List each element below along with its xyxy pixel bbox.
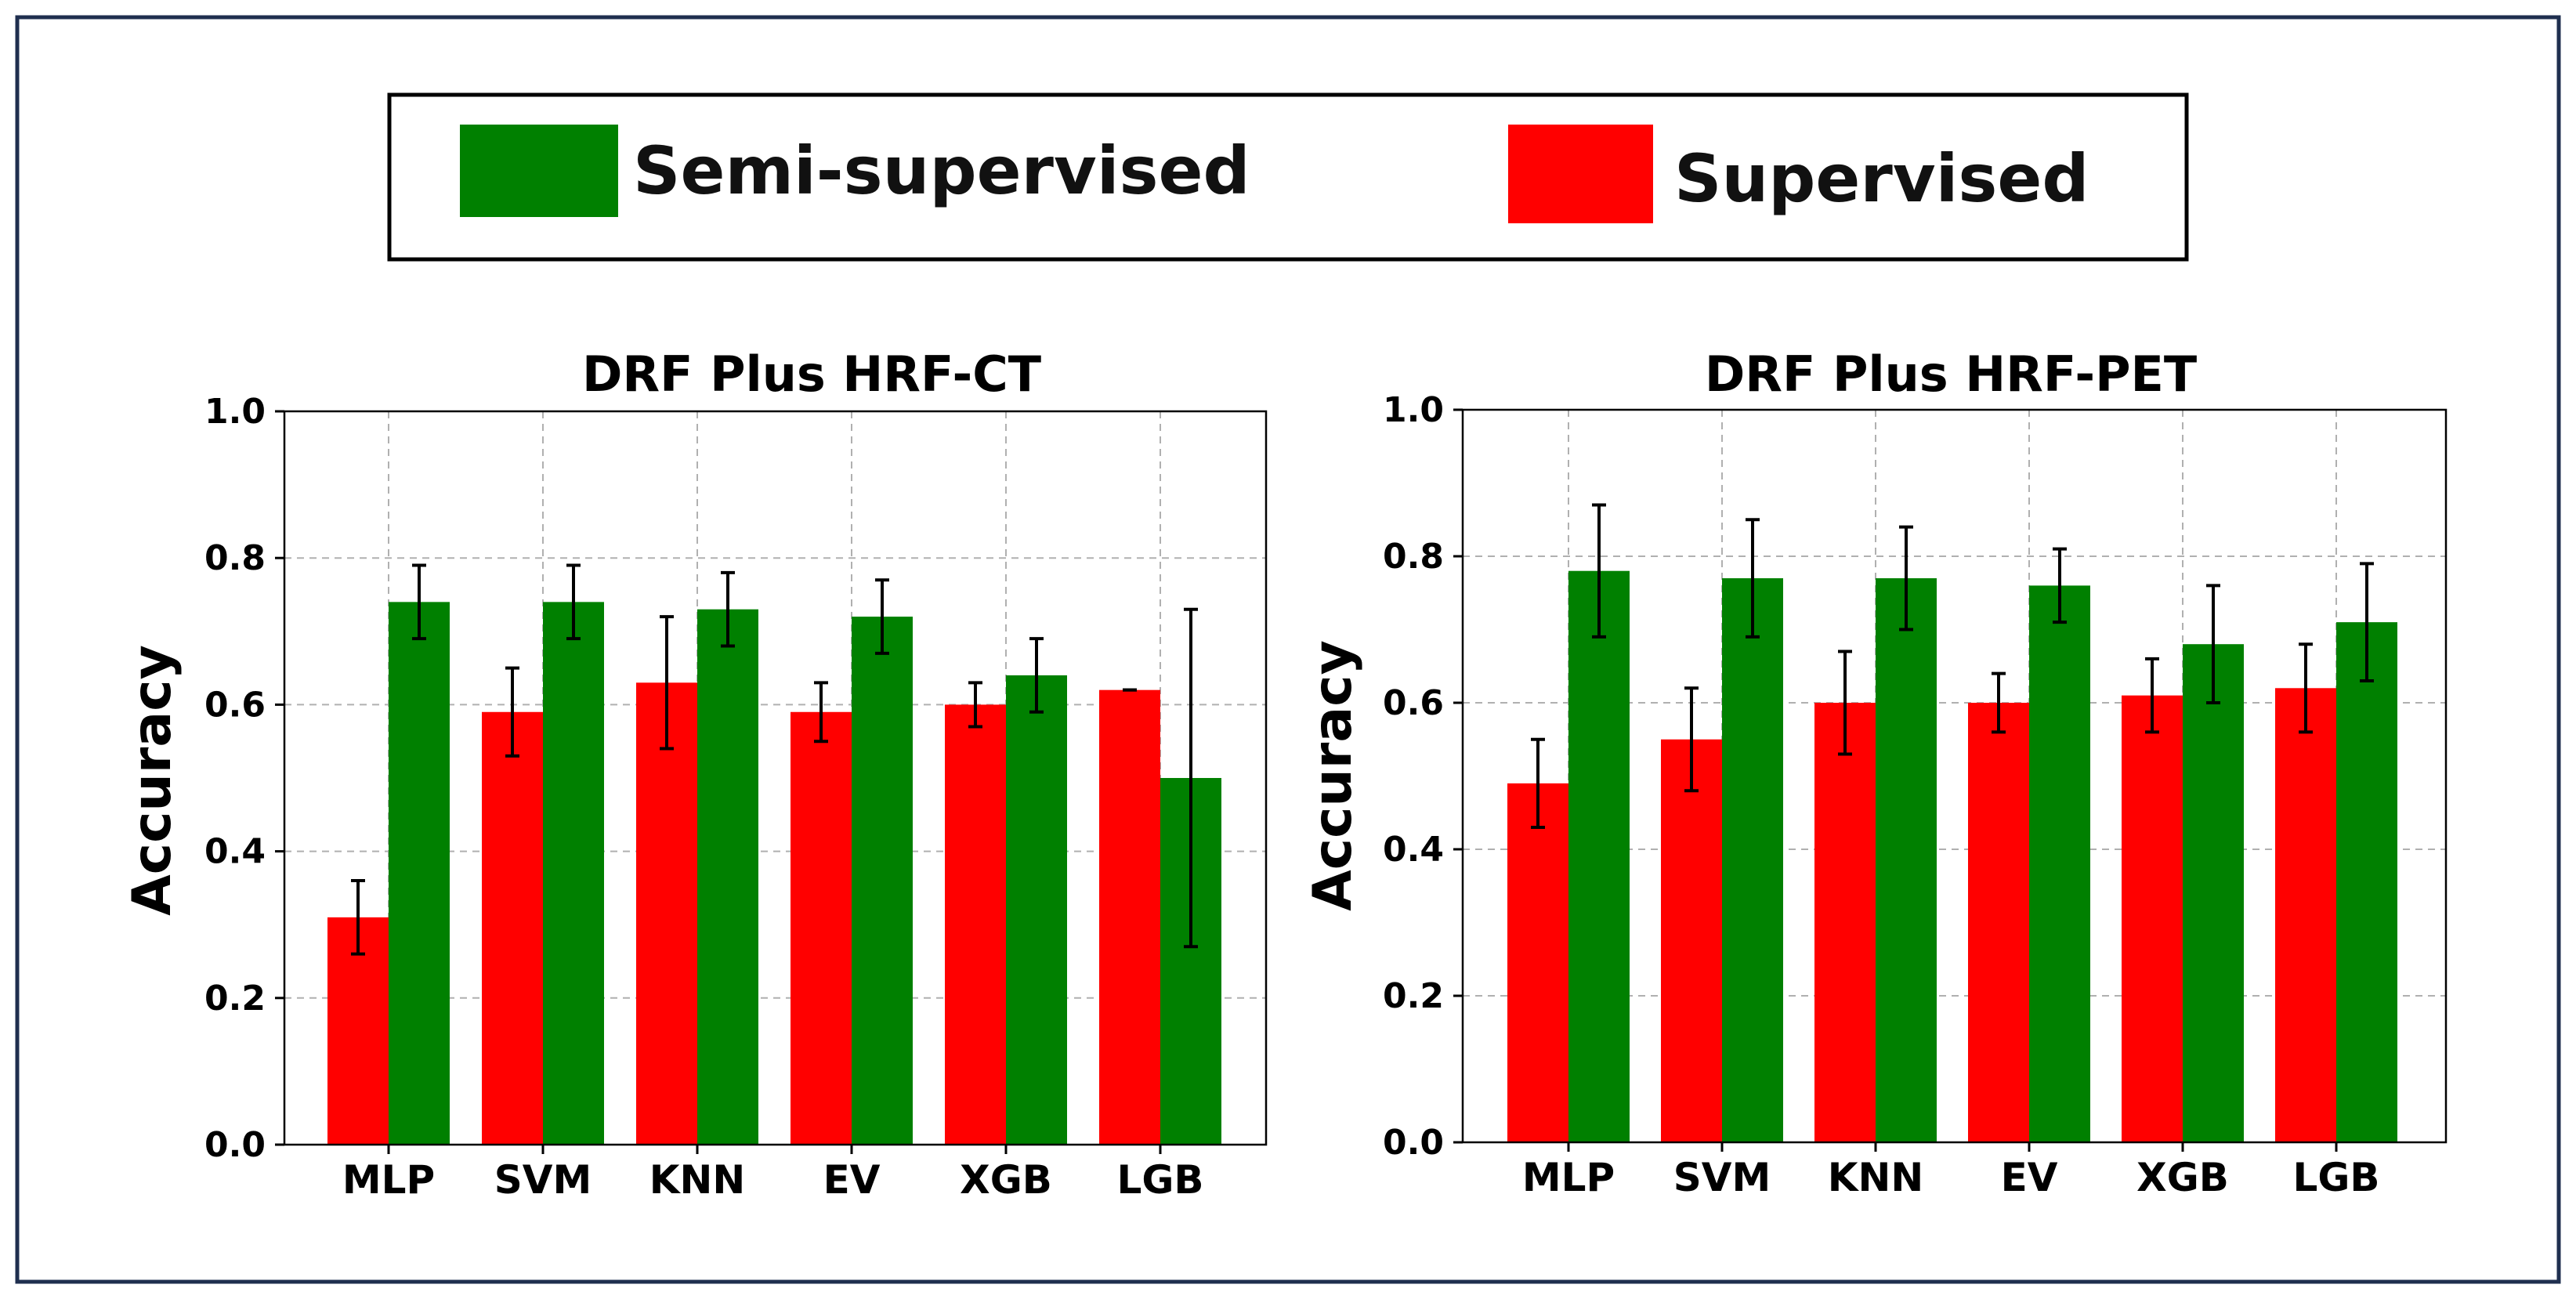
bar-supervised-lgb [2275,688,2336,1142]
x-tick-label-lgb: LGB [2292,1155,2379,1200]
bar-semi-supervised-ev [852,617,913,1145]
bar-semi-supervised-mlp [1568,570,1630,1142]
y-tick-label-0-8: 0.8 [1383,537,1444,577]
legend-frame [387,92,2189,262]
x-tick-label-mlp: MLP [1522,1155,1615,1200]
y-tick-label-0-4: 0.4 [204,832,266,872]
bars [327,602,1221,1145]
y-tick-label-0-0: 0.0 [1383,1123,1444,1163]
bar-supervised-svm [1661,739,1722,1142]
bar-semi-supervised-lgb [2336,622,2397,1142]
x-ticks: MLP SVM KNN EV XGB LGB [342,1145,1204,1203]
chart-drf-plus-hrf-pet: DRF Plus HRF-PET Accuracy 0.00.20.40.60.… [1302,346,2448,1200]
bar-supervised-knn [636,682,697,1145]
y-tick-label-0-0: 0.0 [204,1125,266,1165]
x-tick-label-ev: EV [2001,1155,2058,1200]
x-tick-label-lgb: LGB [1116,1157,1203,1203]
error-bars [351,563,1198,956]
bars [1507,570,2397,1142]
y-tick-label-0-8: 0.8 [204,538,266,578]
y-tick-label-1-0: 1.0 [1383,390,1444,430]
y-axis-label: Accuracy [121,645,183,916]
x-tick-label-svm: SVM [494,1157,592,1203]
x-tick-label-svm: SVM [1673,1155,1771,1200]
bar-supervised-ev [791,711,852,1145]
chart-drf-plus-hrf-ct: DRF Plus HRF-CT Accuracy 0.0 0.2 0.4 0.6 0.8… [121,346,1268,1203]
bar-supervised-lgb [1099,689,1160,1145]
x-tick-label-mlp: MLP [342,1157,435,1203]
bar-supervised-svm [482,711,543,1145]
bar-semi-supervised-xgb [1006,675,1067,1145]
bar-semi-supervised-xgb [2183,644,2244,1142]
y-axis-label: Accuracy [1302,640,1364,911]
axes-frame [283,410,1268,1146]
legend-swatch-supervised [1508,125,1653,223]
axes-frame [1461,408,2448,1144]
bar-supervised-xgb [945,704,1006,1145]
bar-semi-supervised-svm [543,602,604,1145]
bar-supervised-knn [1814,703,1876,1142]
x-tick-label-knn: KNN [1828,1155,1923,1200]
bar-semi-supervised-knn [697,609,758,1145]
bar-supervised-ev [1968,703,2029,1142]
x-tick-label-ev: EV [823,1157,881,1203]
y-tick-label-0-6: 0.6 [1383,683,1444,723]
y-ticks: 0.0 0.2 0.4 0.6 0.8 1.0 [204,392,284,1165]
bar-semi-supervised-knn [1876,578,1937,1142]
legend-label-supervised: Supervised [1674,140,2089,217]
y-tick-label-0-2: 0.2 [1383,976,1444,1016]
legend: Semi-supervised Supervised [387,92,2189,262]
error-bars [1531,503,2374,829]
chart-title: DRF Plus HRF-CT [582,346,1041,403]
legend-swatch-semi-supervised [460,125,618,217]
bar-supervised-mlp [1507,783,1568,1142]
bar-supervised-xgb [2122,695,2183,1142]
legend-label-semi-supervised: Semi-supervised [633,132,1250,209]
bar-semi-supervised-mlp [389,602,450,1145]
x-tick-label-xgb: XGB [960,1157,1052,1203]
bar-semi-supervised-ev [2029,585,2090,1142]
y-tick-label-1-0: 1.0 [204,392,266,432]
y-tick-label-0-2: 0.2 [204,979,266,1019]
bar-semi-supervised-svm [1722,578,1783,1142]
x-tick-label-xgb: XGB [2136,1155,2229,1200]
y-tick-label-0-6: 0.6 [204,685,266,725]
y-tick-label-0-4: 0.4 [1383,830,1444,870]
x-ticks: MLP SVM KNN EV XGB LGB [1522,1142,2380,1200]
chart-title: DRF Plus HRF-PET [1705,346,2197,403]
x-tick-label-knn: KNN [649,1157,745,1203]
y-ticks: 0.0 0.2 0.4 0.6 0.8 1.0 [1383,390,1463,1163]
